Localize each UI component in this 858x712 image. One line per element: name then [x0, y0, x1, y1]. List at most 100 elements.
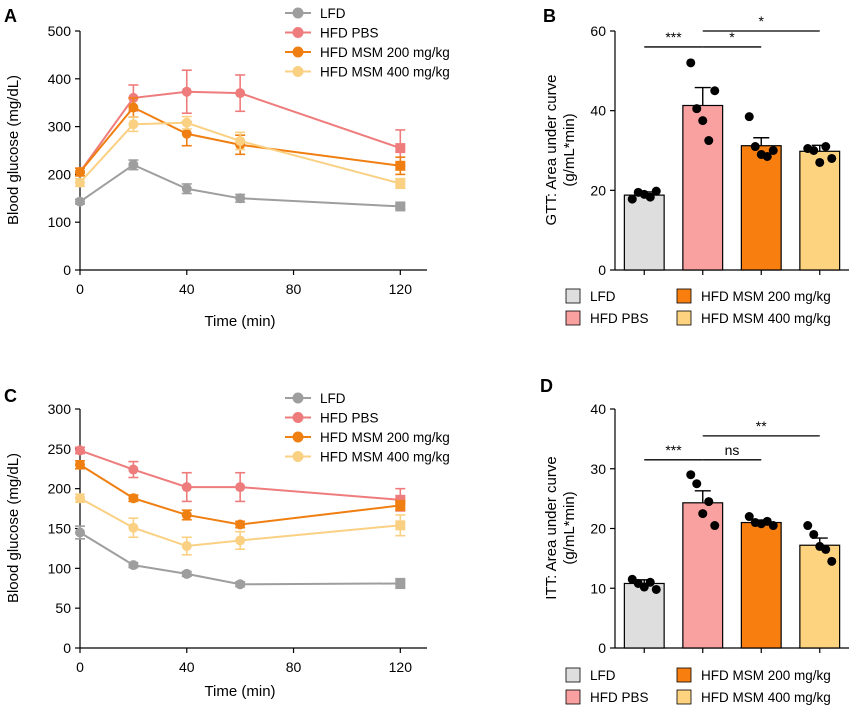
- individual-point: [821, 142, 831, 152]
- y-tick-label: 400: [48, 71, 72, 87]
- y-tick-label: 40: [590, 103, 606, 119]
- data-point: [75, 459, 85, 470]
- data-point: [181, 86, 192, 97]
- data-point: [181, 183, 192, 194]
- y-tick-label: 40: [590, 401, 606, 417]
- data-point: [75, 177, 85, 188]
- panel-a-label: A: [4, 6, 17, 26]
- individual-point: [821, 544, 831, 554]
- y-tick-label: 250: [48, 441, 72, 457]
- significance-label: *: [759, 13, 765, 29]
- panel-d-y-label-line2: (g/mL*min): [561, 491, 578, 564]
- legend-label: LFD: [320, 6, 346, 21]
- data-point: [128, 493, 139, 504]
- bar: [740, 145, 782, 271]
- individual-point: [768, 521, 778, 531]
- individual-point: [827, 153, 837, 163]
- data-point: [235, 579, 246, 590]
- legend-label: HFD PBS: [320, 411, 379, 426]
- significance-label: *: [729, 29, 735, 45]
- individual-point: [698, 509, 708, 519]
- individual-point: [762, 151, 772, 161]
- data-point: [235, 135, 246, 146]
- panel-c-y-label: Blood glucose (mg/dL): [5, 453, 22, 603]
- x-tick-label: 40: [179, 659, 195, 675]
- legend-label: HFD MSM 400 mg/kg: [701, 311, 831, 326]
- significance-label: ***: [665, 29, 682, 45]
- data-point: [395, 578, 406, 589]
- individual-point: [698, 116, 708, 126]
- individual-point: [809, 146, 819, 155]
- legend-label: HFD MSM 200 mg/kg: [320, 45, 450, 60]
- data-point: [75, 167, 85, 178]
- individual-point: [645, 577, 655, 587]
- panel-a-x-label: Time (min): [204, 313, 275, 330]
- legend-label: LFD: [320, 391, 346, 406]
- data-point: [181, 568, 192, 579]
- panel-d-y-label-line1: ITT: Area under curve: [543, 456, 560, 599]
- legend-marker: [292, 451, 304, 462]
- panel-a-line-chart: A Blood glucose (mg/dL) Time (min) 0 100 2…: [4, 6, 450, 330]
- panel-c-label: C: [4, 386, 17, 406]
- x-tick-label: 0: [76, 659, 84, 675]
- legend-swatch: [676, 310, 692, 326]
- legend-label: HFD MSM 400 mg/kg: [320, 65, 450, 80]
- legend-label: HFD PBS: [320, 26, 379, 41]
- data-point: [235, 88, 246, 99]
- panel-b-y-label-line2: (g/mL*min): [561, 113, 578, 186]
- y-tick-label: 300: [48, 119, 72, 135]
- panel-c-x-label: Time (min): [204, 683, 275, 700]
- legend-label: HFD MSM 200 mg/kg: [701, 668, 831, 683]
- data-point: [395, 201, 406, 212]
- legend-label: HFD MSM 400 mg/kg: [320, 450, 450, 465]
- y-tick-label: 200: [48, 481, 72, 497]
- data-point: [128, 159, 139, 170]
- data-point: [395, 500, 406, 511]
- data-point: [395, 160, 406, 171]
- individual-point: [803, 521, 813, 531]
- data-point: [235, 193, 246, 204]
- individual-point: [686, 58, 696, 68]
- significance-label: ns: [725, 442, 740, 458]
- individual-point: [645, 192, 655, 202]
- legend-marker: [292, 66, 304, 77]
- data-point: [235, 535, 246, 546]
- x-tick-label: 80: [286, 659, 302, 675]
- individual-point: [827, 556, 837, 566]
- y-tick-label: 0: [598, 640, 606, 656]
- legend-marker: [292, 392, 304, 404]
- data-point: [181, 117, 192, 128]
- bar: [740, 521, 782, 649]
- data-point: [75, 445, 85, 456]
- y-tick-label: 500: [48, 23, 72, 39]
- legend-label: HFD PBS: [590, 311, 649, 326]
- individual-point: [686, 470, 696, 480]
- x-tick-label: 0: [76, 281, 84, 297]
- x-tick-label: 40: [179, 281, 195, 297]
- y-tick-label: 60: [590, 23, 606, 39]
- legend-swatch: [676, 667, 692, 683]
- y-tick-label: 0: [63, 262, 71, 278]
- individual-point: [639, 582, 649, 592]
- individual-point: [692, 104, 702, 114]
- individual-point: [809, 529, 819, 539]
- panel-b-y-label-line1: GTT: Area under curve: [543, 75, 560, 226]
- legend-marker: [292, 431, 304, 443]
- data-point: [75, 196, 85, 207]
- individual-point: [704, 497, 714, 507]
- y-tick-label: 300: [48, 401, 72, 417]
- significance-label: **: [756, 418, 767, 434]
- y-tick-label: 150: [48, 521, 72, 537]
- y-tick-label: 20: [590, 182, 606, 198]
- legend-swatch: [565, 288, 581, 304]
- data-point: [235, 482, 246, 493]
- data-point: [395, 143, 406, 154]
- data-point: [75, 527, 85, 538]
- individual-point: [651, 584, 661, 594]
- individual-point: [768, 146, 778, 155]
- individual-point: [750, 142, 760, 152]
- panel-b-label: B: [543, 6, 556, 26]
- legend-label: HFD PBS: [590, 690, 649, 705]
- bar: [623, 582, 665, 649]
- individual-point: [744, 512, 754, 522]
